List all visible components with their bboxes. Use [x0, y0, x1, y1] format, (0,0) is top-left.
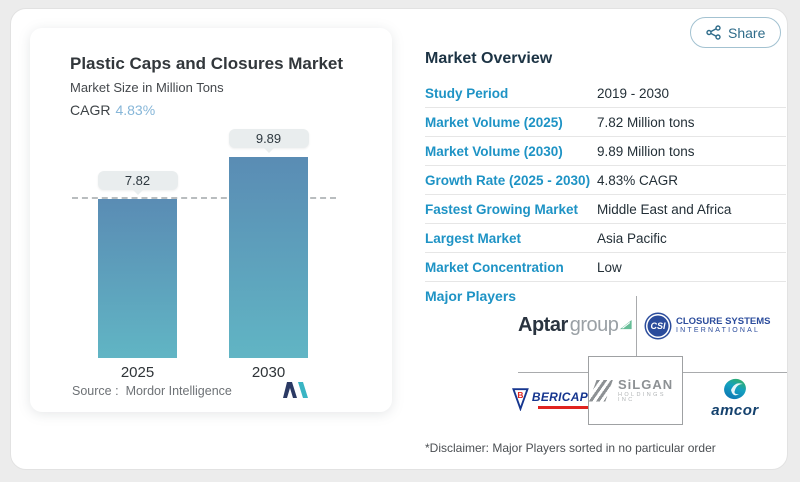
disclaimer-text: *Disclaimer: Major Players sorted in no … — [425, 441, 716, 455]
players-grid-divider-right — [683, 372, 787, 373]
bar-group-2025: 7.82 — [97, 171, 178, 358]
row-label: Market Concentration — [425, 259, 564, 275]
chart-card: Plastic Caps and Closures Market Market … — [30, 28, 392, 412]
silgan-logo: SiLGAN HOLDINGS INC — [589, 378, 682, 404]
bericap-red-bar — [537, 405, 588, 409]
bar-chart: 7.82 9.89 — [30, 128, 392, 358]
reference-dashed-line — [72, 197, 336, 199]
aptar-triangle-icon — [620, 320, 632, 330]
amcor-logo-text: amcor — [711, 402, 759, 419]
row-value: 9.89 Million tons — [597, 143, 695, 159]
bar-2025 — [98, 199, 177, 358]
svg-text:B: B — [517, 390, 523, 400]
table-row: Market Volume (2030) 9.89 Million tons — [425, 137, 786, 166]
row-label: Growth Rate (2025 - 2030) — [425, 172, 591, 188]
csi-badge-text: CSI — [650, 321, 666, 331]
overview-table: Study Period 2019 - 2030 Market Volume (… — [425, 79, 786, 282]
table-row: Market Volume (2025) 7.82 Million tons — [425, 108, 786, 137]
source-label: Source : — [72, 384, 119, 398]
csi-logo-line2: INTERNATIONAL — [676, 327, 761, 335]
csi-badge-icon: CSI — [646, 314, 670, 338]
table-row: Market Concentration Low — [425, 253, 786, 282]
row-label: Study Period — [425, 85, 509, 101]
major-players-label: Major Players — [425, 288, 517, 304]
csi-logo-line1: CLOSURE SYSTEMS — [676, 315, 771, 327]
amcor-swirl-icon — [724, 378, 746, 400]
share-icon — [706, 25, 721, 40]
players-grid-divider-vertical — [636, 296, 637, 356]
share-button[interactable]: Share — [690, 17, 782, 48]
row-value: Middle East and Africa — [597, 201, 732, 217]
mordor-intelligence-logo-icon — [283, 382, 308, 398]
players-grid-divider-left — [518, 372, 588, 373]
row-label: Largest Market — [425, 230, 522, 246]
amcor-logo: amcor — [690, 374, 780, 422]
source-value: Mordor Intelligence — [125, 384, 232, 398]
bar-group-2030: 9.89 — [228, 129, 309, 358]
silgan-stripes-icon — [589, 379, 613, 402]
row-value: Low — [597, 259, 622, 275]
share-button-label: Share — [728, 24, 766, 41]
bar-2030 — [229, 157, 308, 358]
bar-value-text: 7.82 — [124, 173, 151, 188]
aptar-logo-text-bold: Aptar — [518, 313, 568, 336]
silgan-logo-text: SiLGAN — [618, 376, 674, 392]
bar-value-label-2025: 7.82 — [97, 171, 178, 190]
cagr-row: CAGR 4.83% — [70, 102, 155, 118]
aptar-logo-text-light: group — [569, 313, 619, 336]
cagr-label: CAGR — [70, 102, 111, 118]
row-label: Market Volume (2025) — [425, 114, 563, 130]
table-row: Fastest Growing Market Middle East and A… — [425, 195, 786, 224]
silgan-logo-box: SiLGAN HOLDINGS INC — [588, 356, 683, 425]
row-value: 2019 - 2030 — [597, 85, 670, 101]
chart-subtitle: Market Size in Million Tons — [70, 80, 224, 95]
x-tick-2025: 2025 — [120, 364, 155, 381]
bericap-logo-text: BERICAP — [531, 389, 588, 404]
source-attribution: Source : Mordor Intelligence — [72, 384, 232, 398]
bericap-logo: B BERICAP — [512, 378, 588, 420]
table-row: Study Period 2019 - 2030 — [425, 79, 786, 108]
row-value: Asia Pacific — [597, 230, 667, 246]
table-row: Largest Market Asia Pacific — [425, 224, 786, 253]
closure-systems-international-logo: CSI CLOSURE SYSTEMS INTERNATIONAL — [646, 305, 788, 347]
silgan-logo-subtext: HOLDINGS INC — [618, 391, 666, 403]
table-row: Growth Rate (2025 - 2030) 4.83% CAGR — [425, 166, 786, 195]
row-label: Fastest Growing Market — [425, 201, 579, 217]
cagr-value: 4.83% — [115, 102, 156, 118]
row-value: 7.82 Million tons — [597, 114, 695, 130]
bar-value-text: 9.89 — [255, 131, 282, 146]
row-value: 4.83% CAGR — [597, 172, 679, 188]
overview-heading: Market Overview — [425, 50, 553, 67]
bericap-shield-icon: B — [512, 388, 529, 411]
x-tick-2030: 2030 — [251, 364, 286, 381]
bar-value-label-2030: 9.89 — [228, 129, 309, 148]
chart-title: Plastic Caps and Closures Market — [70, 54, 344, 73]
aptargroup-logo: Aptar group — [518, 302, 632, 348]
row-label: Market Volume (2030) — [425, 143, 563, 159]
